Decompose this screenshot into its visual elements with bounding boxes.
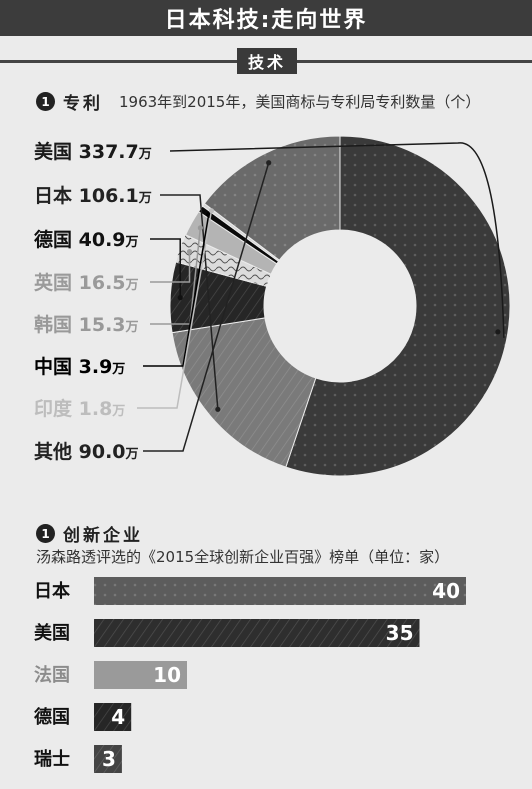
bar-category-0: 日本 [34,580,70,602]
donut-slice-texture-0 [285,136,510,476]
number-badge: 1 [36,92,55,111]
leader-line-3 [150,251,191,283]
bar-texture-1 [94,619,420,647]
bar-texture-0 [94,577,466,605]
donut-label-3: 英国 16.5万 [34,271,139,294]
innovation-heading: 1 创新企业 [36,521,143,546]
leader-line-0 [169,142,505,338]
leader-line-5 [143,214,210,367]
donut-label-0: 美国 337.7万 [34,140,152,163]
bar-value-0: 40 [432,579,460,603]
section-divider-right [297,60,532,63]
innovation-subtitle: 汤森路透评选的《2015全球创新企业百强》榜单（单位：家） [36,548,450,566]
bar-value-4: 3 [102,747,116,771]
patent-subtitle: 1963年到2015年，美国商标与专利局专利数量（个） [119,93,481,111]
leader-dot-0 [495,329,501,335]
innovation-title: 创新企业 [63,526,143,546]
bar-texture-4 [94,745,122,773]
bar-value-2: 10 [153,663,181,687]
leader-line-1 [160,194,219,410]
number-badge: 1 [36,524,55,543]
donut-label-2: 德国 40.9万 [34,228,139,251]
bar-category-4: 瑞士 [34,749,70,770]
bar-category-1: 美国 [34,622,70,644]
patent-heading: 1 专利 1963年到2015年，美国商标与专利局专利数量（个） [36,89,480,114]
bar-category-2: 法国 [34,664,70,686]
donut-label-5: 中国 3.9万 [34,355,125,378]
bar-2 [94,661,187,689]
donut-label-1: 日本 106.1万 [34,184,152,207]
section-divider-left [0,60,237,63]
leader-dot-1 [215,406,221,412]
bar-value-3: 4 [111,705,125,729]
patent-title: 专利 [63,94,103,114]
leader-dot-7 [266,160,272,166]
donut-label-4: 韩国 15.3万 [34,313,139,336]
page-title: 日本科技:走向世界 [0,0,532,36]
leader-line-2 [150,238,181,298]
donut-label-6: 印度 1.8万 [34,397,125,420]
section-tag: 技术 [237,48,297,74]
donut-slice-texture-7 [204,136,340,261]
leader-dot-3 [186,249,193,255]
donut-label-7: 其他 90.0万 [34,440,139,463]
leader-dot-6 [208,208,215,214]
leader-dot-2 [177,295,183,301]
bar-value-1: 35 [386,621,414,645]
bar-texture-3 [94,703,132,731]
bar-category-3: 德国 [34,706,70,728]
donut-slice-texture-3 [175,234,271,287]
leader-dot-4 [197,225,203,231]
leader-line-7 [143,162,270,452]
leader-line-6 [137,210,213,409]
donut-slice-texture-1 [172,317,316,468]
